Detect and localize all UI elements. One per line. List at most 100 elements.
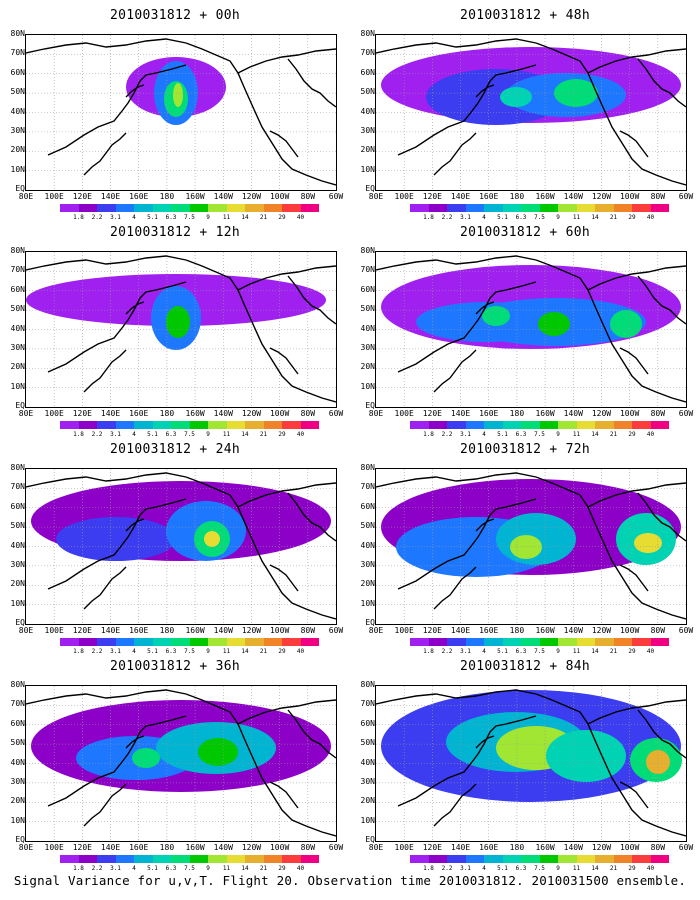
colorbar-swatch [539,855,558,863]
longitude-label: 140W [213,192,233,201]
colorbar-swatch [465,855,484,863]
latitude-label: EQ [15,401,25,410]
colorbar-swatch [447,421,466,429]
latitude-label: EQ [365,618,375,627]
coastline [397,281,537,373]
colorbar-swatch [484,204,503,212]
variance-contour-fill [198,738,238,766]
colorbar [60,855,319,863]
colorbar-labels: 1.8 2.2 3.1 4 5.1 6.3 7.5 9 11 14 21 29 40 [410,214,670,222]
colorbar-labels: 1.8 2.2 3.1 4 5.1 6.3 7.5 9 11 14 21 29 40 [60,648,320,656]
colorbar-swatch [650,204,669,212]
colorbar-swatch [78,421,97,429]
latitude-label: 20N [10,579,25,589]
colorbar-swatch [78,638,97,646]
colorbar-swatch [576,421,595,429]
colorbar-swatch [576,638,595,646]
variance-contour-fill [204,531,220,547]
longitude-label: 60W [678,843,694,852]
colorbar-label: 3.1 [460,431,471,438]
longitude-label: 80E [18,843,34,852]
panel-title: 2010031812 + 84h [459,659,591,674]
colorbar-swatch [152,855,171,863]
coastline [475,301,495,315]
longitude-label: 140E [100,626,121,635]
longitude-axis: 80E 100E 120E 140E 160E 180 160W 140W 120W 100W 80… [5,192,345,202]
longitude-label: 120E [422,843,442,852]
longitude-label: 100W [619,409,640,418]
coastline [619,347,649,375]
longitude-label: 120E [72,626,92,635]
latitude-label: 10N [10,164,25,174]
coastline [433,132,477,176]
colorbar-label: 11 [572,865,581,872]
colorbar-label: 1.8 [423,865,434,872]
coastline [587,48,686,74]
longitude-label: 60W [678,409,694,418]
latitude-label: 60N [10,284,25,294]
longitude-label: 140W [563,626,583,635]
latitude-label: 30N [360,342,375,352]
latitude-label: 80N [360,246,375,255]
colorbar-swatch [263,855,282,863]
coastline [83,349,127,393]
coastline [619,781,649,809]
coastline [237,265,336,291]
coastline [26,255,187,271]
latitude-label: 80N [10,680,25,689]
colorbar-label: 29 [628,214,636,221]
colorbar-labels: 1.8 2.2 3.1 4 5.1 6.3 7.5 9 11 14 21 29 40 [60,214,320,222]
coastline [47,281,187,373]
longitude-label: 180 [159,626,175,635]
colorbar-label: 1.8 [73,648,84,655]
colorbar-swatch [484,855,503,863]
colorbar-swatch [300,638,319,646]
colorbar-label: 3.1 [110,865,121,872]
longitude-label: 140E [450,843,471,852]
colorbar-label: 9 [556,431,560,438]
colorbar-label: 14 [591,648,599,655]
longitude-label: 120W [591,626,612,635]
coastline [619,564,649,592]
longitude-label: 160W [185,626,205,635]
colorbar-label: 40 [296,214,305,221]
colorbar-label: 21 [259,648,268,655]
longitude-label: 120W [591,409,612,418]
panel-title: 2010031812 + 60h [459,225,591,240]
colorbar-label: 2.2 [91,865,103,872]
panel-title: 2010031812 + 24h [109,442,241,457]
longitude-label: 140W [213,626,233,635]
colorbar-swatch [171,421,190,429]
longitude-label: 100E [44,626,64,635]
colorbar-swatch [465,638,484,646]
colorbar-swatch [226,421,245,429]
colorbar-label: 7.5 [534,214,545,221]
colorbar-swatch [484,421,503,429]
coastline [26,38,187,54]
colorbar-label: 6.3 [515,648,527,655]
colorbar-label: 14 [241,865,249,872]
colorbar-swatch [632,855,651,863]
latitude-label: 80N [360,29,375,38]
latitude-label: 60N [360,284,375,294]
coastline [637,709,686,759]
colorbar-label: 29 [628,431,636,438]
colorbar-label: 5.1 [147,865,158,872]
latitude-label: 80N [360,680,375,689]
longitude-label: 120E [422,192,442,201]
coastline [185,42,336,186]
coastline [637,492,686,542]
coastline [185,259,336,403]
colorbar-label: 6.3 [165,865,177,872]
longitude-label: 100E [394,626,414,635]
colorbar-swatch [650,638,669,646]
coastline [397,64,537,156]
map-svg [376,252,686,407]
colorbar-swatch [115,855,134,863]
longitude-label: 80W [650,843,666,852]
latitude-label: 20N [360,362,375,372]
panel-title: 2010031812 + 12h [109,225,241,240]
colorbar-swatch [282,204,301,212]
colorbar-labels: 1.8 2.2 3.1 4 5.1 6.3 7.5 9 11 14 21 29 40 [410,431,670,439]
colorbar-swatch [484,638,503,646]
